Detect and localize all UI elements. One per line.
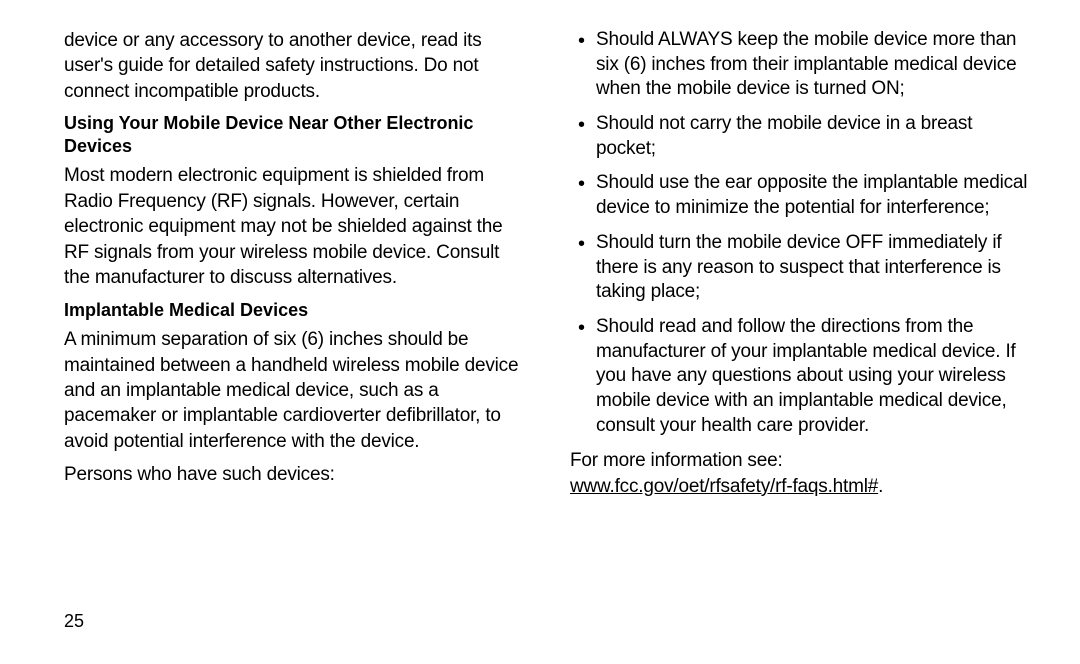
paragraph-six-inches: A minimum separation of six (6) inches s… (64, 327, 530, 454)
list-item: Should not carry the mobile device in a … (596, 112, 1036, 161)
list-item: Should ALWAYS keep the mobile device mor… (596, 28, 1036, 102)
more-info-label: For more information see: www.fcc.gov/oe… (570, 448, 1036, 499)
list-item: Should turn the mobile device OFF immedi… (596, 231, 1036, 305)
more-info-text: For more information see: (570, 450, 783, 471)
paragraph-rf-shielding: Most modern electronic equipment is shie… (64, 163, 530, 290)
heading-implantable-devices: Implantable Medical Devices (64, 299, 530, 322)
document-page: device or any accessory to another devic… (0, 0, 1080, 664)
list-item: Should use the ear opposite the implanta… (596, 171, 1036, 220)
list-item: Should read and follow the directions fr… (596, 315, 1036, 438)
intro-paragraph: device or any accessory to another devic… (64, 28, 530, 104)
left-column: device or any accessory to another devic… (28, 28, 554, 644)
precautions-list: Should ALWAYS keep the mobile device mor… (570, 28, 1036, 438)
right-column: Should ALWAYS keep the mobile device mor… (554, 28, 1052, 644)
page-number: 25 (64, 611, 84, 632)
paragraph-persons-lead-in: Persons who have such devices: (64, 462, 530, 487)
heading-electronic-devices: Using Your Mobile Device Near Other Elec… (64, 112, 530, 157)
fcc-link[interactable]: www.fcc.gov/oet/rfsafety/rf-faqs.html# (570, 476, 878, 497)
